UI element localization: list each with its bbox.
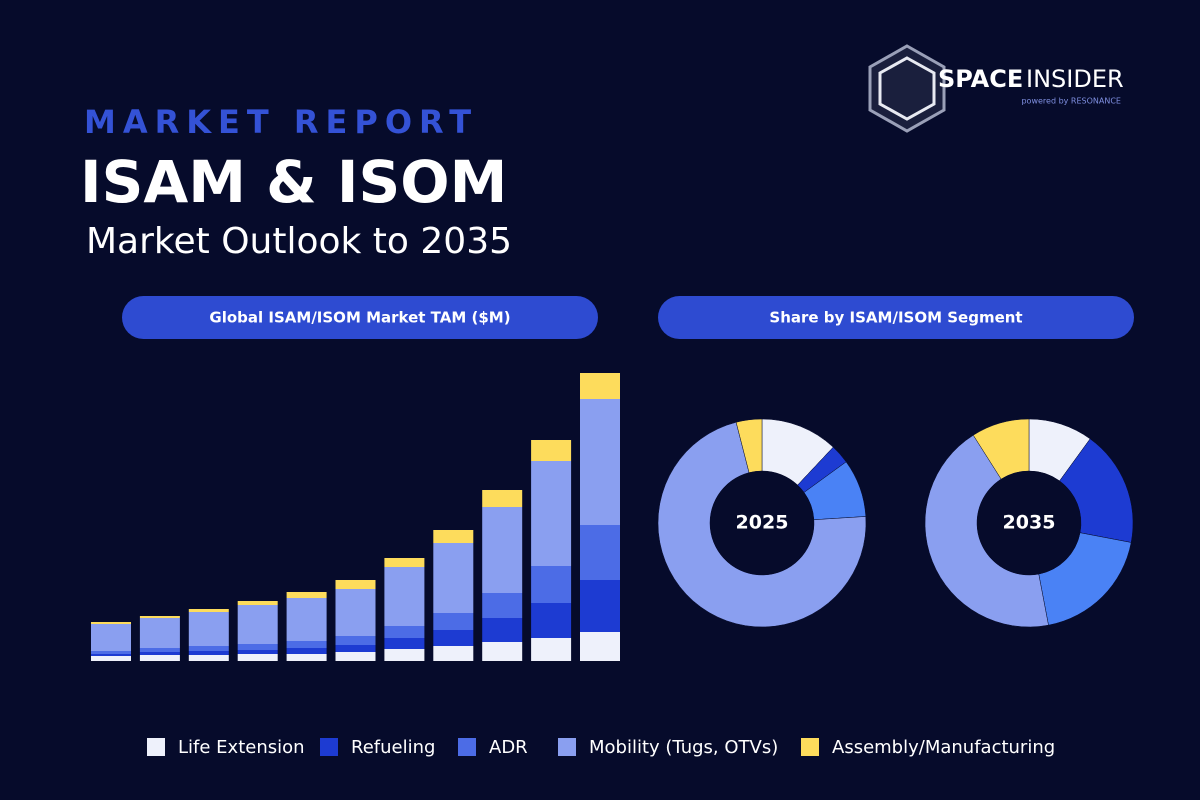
donut-slice	[657, 421, 867, 628]
bar-segment	[580, 525, 620, 580]
bar-segment	[384, 638, 425, 649]
bar-segment	[188, 651, 229, 655]
bar-segment	[482, 490, 523, 507]
bar-segment	[91, 654, 131, 656]
subtitle: Market Outlook to 2035	[86, 221, 512, 262]
legend-swatch	[801, 738, 819, 756]
donut-center-label: 2025	[736, 512, 789, 534]
bar-segment	[531, 638, 572, 661]
bar-segment	[237, 601, 278, 605]
bar-segment	[482, 507, 523, 593]
bar-segment	[188, 655, 229, 661]
bar-segment	[286, 592, 327, 598]
donut-section-title: Share by ISAM/ISOM Segment	[769, 309, 1022, 327]
bar-segment	[335, 636, 376, 645]
bar-segment	[286, 598, 327, 641]
bar-segment	[286, 648, 327, 654]
bar-segment	[188, 646, 229, 651]
bar-segment	[580, 632, 620, 661]
legend-label: Assembly/Manufacturing	[832, 737, 1055, 758]
legend-label: ADR	[489, 737, 528, 758]
legend-label: Mobility (Tugs, OTVs)	[589, 737, 778, 758]
bar-segment	[91, 656, 131, 661]
bar-segment	[482, 593, 523, 618]
bar-segment	[139, 648, 180, 652]
bar-segment	[384, 567, 425, 626]
bar-segment	[237, 650, 278, 654]
legend-swatch	[558, 738, 576, 756]
bar-segment	[286, 654, 327, 661]
donut-hole	[710, 471, 814, 575]
bar-segment	[91, 622, 131, 624]
bar-segment	[531, 440, 572, 461]
bar-segment	[91, 624, 131, 651]
logo: SPACE INSIDER powered by RESONANCE	[868, 44, 1124, 133]
bar-segment	[335, 580, 376, 589]
donut-center-label: 2035	[1003, 512, 1056, 534]
panel-header	[122, 296, 598, 339]
legend-swatch	[458, 738, 476, 756]
bar-segment	[139, 618, 180, 648]
bar-segment	[531, 566, 572, 603]
bar-segment	[139, 652, 180, 655]
bar-segment	[335, 645, 376, 652]
bar-segment	[580, 580, 620, 632]
bar-segment	[237, 654, 278, 661]
bar-segment	[384, 649, 425, 661]
legend-label: Refueling	[351, 737, 435, 758]
bar-segment	[433, 613, 474, 630]
logo-name-bold: SPACE	[938, 65, 1023, 93]
bar-segment	[237, 644, 278, 650]
legend-swatch	[147, 738, 165, 756]
logo-hexagon-inner	[878, 56, 936, 121]
bar-segment	[335, 589, 376, 636]
bar-segment	[139, 655, 180, 661]
legend-label: Life Extension	[178, 737, 305, 758]
kicker: MARKET REPORT	[84, 103, 478, 141]
bar-segment	[433, 646, 474, 661]
bar-segment	[384, 626, 425, 638]
bar-segment	[580, 373, 620, 399]
bar-segment	[384, 558, 425, 567]
bar-segment	[482, 642, 523, 661]
panel-header	[658, 296, 1134, 339]
bar-chart-title: Global ISAM/ISOM Market TAM ($M)	[209, 309, 510, 327]
bar-segment	[91, 651, 131, 654]
logo-name: INSIDER	[1026, 65, 1124, 93]
bar-segment	[531, 461, 572, 566]
donut-hole	[977, 471, 1081, 575]
bar-segment	[188, 609, 229, 612]
bar-segment	[188, 612, 229, 646]
bar-segment	[433, 530, 474, 543]
bar-segment	[139, 616, 180, 618]
bar-segment	[482, 618, 523, 642]
bar-segment	[237, 605, 278, 644]
bar-segment	[286, 641, 327, 648]
legend-swatch	[320, 738, 338, 756]
bar-segment	[531, 603, 572, 638]
bar-segment	[433, 543, 474, 613]
bar-segment	[335, 652, 376, 661]
bar-segment	[433, 630, 474, 646]
bar-segment	[580, 399, 620, 525]
logo-tagline: powered by RESONANCE	[1021, 97, 1121, 106]
title: ISAM & ISOM	[80, 148, 507, 216]
